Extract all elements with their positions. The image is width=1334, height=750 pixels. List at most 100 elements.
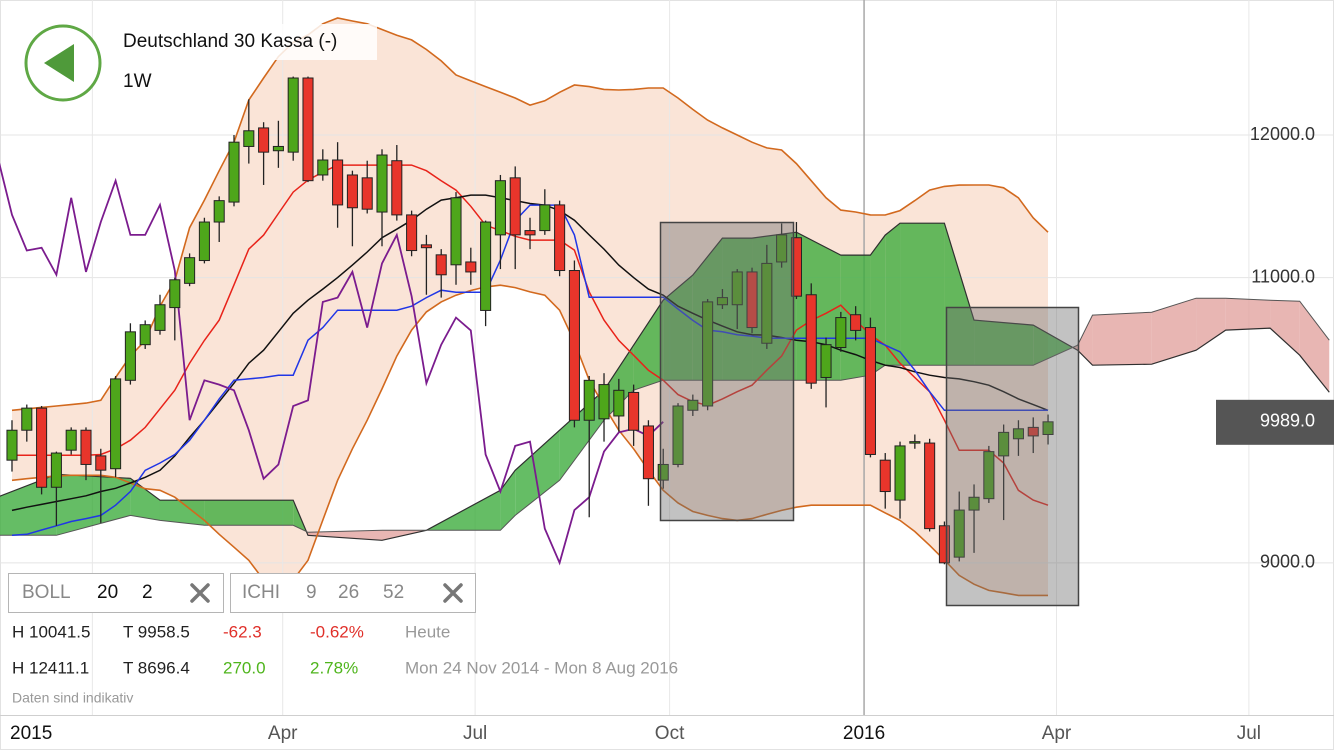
chip-param: 9 bbox=[306, 582, 317, 603]
candle-body bbox=[213, 200, 225, 223]
candle-body bbox=[36, 407, 48, 488]
candle-body bbox=[65, 429, 77, 451]
info-period: Mon 24 Nov 2014 - Mon 8 Aug 2016 bbox=[405, 658, 678, 677]
candle-body bbox=[702, 301, 714, 407]
info-high: H 12411.1 bbox=[12, 658, 89, 677]
candle-body bbox=[1042, 421, 1054, 436]
candle-body bbox=[435, 254, 447, 276]
candle-body bbox=[672, 405, 684, 465]
candle-body bbox=[850, 314, 862, 331]
selection-box[interactable] bbox=[945, 306, 1080, 607]
x-tick-label: Apr bbox=[1042, 723, 1072, 744]
cloud-fill bbox=[130, 478, 160, 521]
remove-button[interactable] bbox=[443, 583, 463, 603]
candle-body bbox=[198, 221, 210, 262]
candle-body bbox=[613, 389, 625, 417]
candle-body bbox=[628, 391, 640, 431]
candle-body bbox=[909, 441, 921, 444]
y-tick-label: 11000.0 bbox=[1251, 266, 1315, 286]
candle-body bbox=[687, 399, 699, 411]
cloud-fill bbox=[1270, 300, 1300, 356]
cloud-fill bbox=[204, 500, 294, 526]
info-change: -62.3 bbox=[223, 622, 262, 641]
candle-body bbox=[361, 177, 373, 210]
interval: 1W bbox=[123, 71, 152, 92]
indicator-chip[interactable]: BOLL 20 2 bbox=[8, 573, 224, 613]
candle-body bbox=[1027, 426, 1039, 437]
candle-body bbox=[169, 279, 181, 309]
candle-body bbox=[376, 154, 388, 213]
cloud-fill bbox=[796, 232, 841, 381]
candle-body bbox=[110, 378, 122, 470]
x-tick-label: Apr bbox=[268, 723, 298, 744]
price-tag bbox=[1216, 399, 1334, 445]
cloud-fill bbox=[308, 530, 383, 541]
x-tick-label: 2016 bbox=[843, 723, 885, 744]
cloud-fill bbox=[159, 500, 205, 526]
selection-box[interactable] bbox=[659, 221, 795, 522]
candle-body bbox=[494, 180, 506, 236]
candle-body bbox=[80, 429, 92, 465]
info-period: Heute bbox=[405, 622, 450, 641]
chip-name: ICHI bbox=[242, 582, 280, 603]
title: Deutschland 30 Kassa (-) bbox=[123, 31, 337, 52]
info-high: H 10041.5 bbox=[12, 622, 90, 641]
bollinger-lower bbox=[11, 284, 1048, 597]
candle-body bbox=[184, 257, 196, 284]
candle-body bbox=[1012, 428, 1024, 440]
candle-body bbox=[450, 197, 462, 266]
candle-body bbox=[95, 455, 107, 471]
chip-param: 20 bbox=[97, 582, 118, 603]
bollinger-upper bbox=[11, 17, 1049, 412]
chip-param: 26 bbox=[338, 582, 359, 603]
info-low: T 8696.4 bbox=[123, 658, 190, 677]
title-bg bbox=[112, 24, 377, 60]
cloud-fill bbox=[1092, 312, 1152, 366]
candle-body bbox=[6, 429, 18, 461]
cloud-span-a bbox=[0, 222, 1330, 541]
bollinger-fill bbox=[12, 18, 1048, 596]
chip-param: 2 bbox=[142, 582, 153, 603]
candle-body bbox=[391, 160, 403, 216]
candle-body bbox=[598, 384, 610, 420]
cloud-fill bbox=[885, 223, 901, 366]
candle-body bbox=[554, 204, 566, 272]
back-button[interactable] bbox=[24, 24, 102, 102]
cloud-fill bbox=[0, 474, 57, 536]
candle-body bbox=[524, 230, 536, 236]
candle-body bbox=[50, 452, 62, 488]
info-change: 270.0 bbox=[223, 658, 266, 677]
chip-param: 52 bbox=[383, 582, 404, 603]
x-tick-label: Jul bbox=[463, 723, 487, 744]
candle-body bbox=[258, 127, 270, 153]
cloud-fill bbox=[1225, 298, 1271, 331]
candle-body bbox=[761, 262, 773, 344]
candle-body bbox=[420, 244, 432, 249]
candle-body bbox=[139, 324, 151, 346]
candle-body bbox=[465, 261, 477, 273]
candle-body bbox=[21, 407, 33, 431]
indicator-chip[interactable]: ICHI 9 26 52 bbox=[230, 573, 476, 613]
cloud-fill bbox=[900, 223, 945, 366]
cloud-fill bbox=[944, 223, 975, 366]
disclaimer: Daten sind indikativ bbox=[12, 690, 133, 706]
chikou-line bbox=[0, 162, 664, 566]
cloud-fill bbox=[974, 320, 1034, 366]
band-layer bbox=[12, 18, 1048, 596]
candle-body bbox=[332, 159, 344, 206]
candle-body bbox=[509, 177, 521, 236]
chip-box[interactable] bbox=[230, 573, 476, 613]
candle-body bbox=[346, 174, 358, 209]
cloud-span-b bbox=[0, 297, 1330, 536]
back-arrow[interactable] bbox=[44, 44, 74, 82]
x-tick-label: Jul bbox=[1237, 723, 1261, 744]
candle-body bbox=[746, 271, 758, 329]
chip-box[interactable] bbox=[8, 573, 224, 613]
candle-body bbox=[583, 379, 595, 421]
remove-button[interactable] bbox=[190, 583, 210, 603]
cloud-fill bbox=[1033, 325, 1073, 366]
candle-body bbox=[406, 214, 418, 252]
candle-body bbox=[124, 331, 136, 381]
